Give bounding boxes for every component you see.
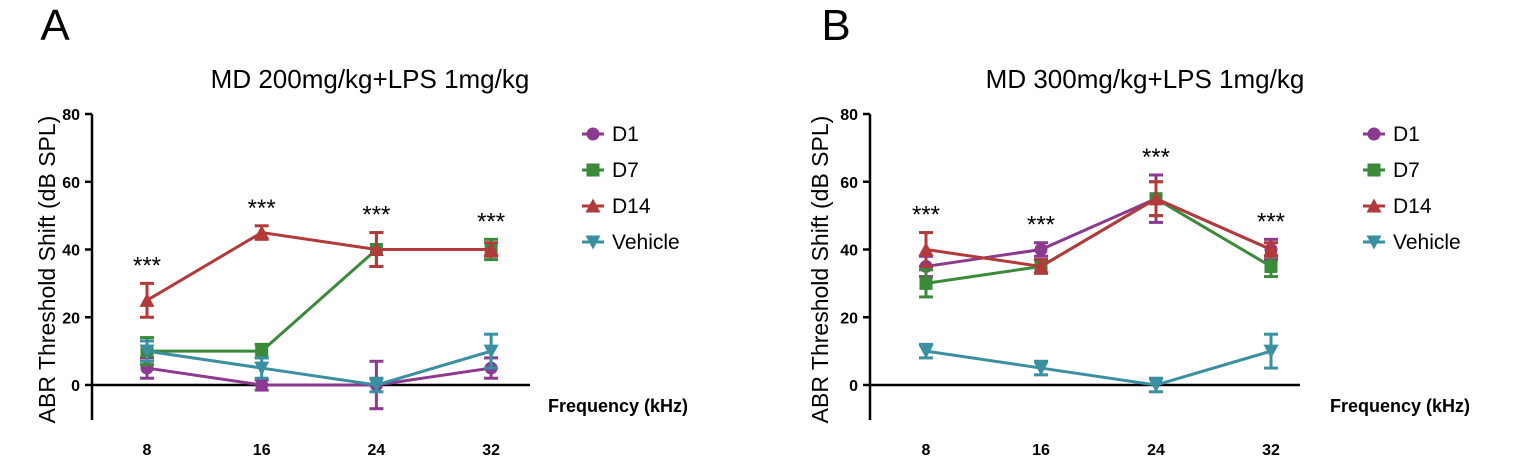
data-point [918, 242, 934, 256]
x-tick-label: 16 [253, 442, 271, 459]
data-point [483, 242, 499, 256]
legend-marker [586, 163, 600, 177]
series-line [925, 197, 1272, 268]
legend-item-d7: D7 [1363, 159, 1420, 182]
legend-item-vehicle: Vehicle [1363, 231, 1461, 254]
series-d1 [140, 356, 499, 411]
y-axis-label: ABR Threshold Shift (dB SPL) [34, 116, 60, 424]
legend-marker [585, 198, 601, 213]
significance-marker: *** [1142, 144, 1170, 171]
data-point [918, 344, 934, 359]
x-axis-label: Frequency (kHz) [1330, 396, 1470, 416]
data-point [368, 242, 384, 256]
significance-marker: *** [477, 208, 505, 235]
series-vehicle [918, 332, 1279, 394]
legend-label: Vehicle [1393, 231, 1461, 254]
legend-label: D14 [1393, 195, 1432, 218]
data-point [1148, 191, 1164, 206]
data-point [254, 361, 270, 376]
legend-item-d14: D14 [582, 195, 651, 218]
legend-marker [585, 235, 601, 250]
panel-B: B MD 300mg/kg+LPS 1mg/kg ABR Threshold Shi… [807, 1, 1470, 459]
legend: D1 D7 D14 Vehicle [582, 123, 680, 254]
series-vehicle [139, 332, 499, 394]
legend-item-d1: D1 [1363, 123, 1420, 146]
legend-item-d1: D1 [582, 123, 639, 146]
data-point [1263, 344, 1279, 359]
x-axis-label: Frequency (kHz) [548, 396, 688, 416]
panel-letter: A [40, 1, 70, 50]
data-point [1263, 242, 1279, 256]
significance-marker: *** [1257, 208, 1285, 235]
x-tick-label: 16 [1032, 442, 1050, 459]
significance-marker: *** [133, 252, 161, 279]
x-tick-label: 8 [143, 442, 152, 459]
chart-title: MD 200mg/kg+LPS 1mg/kg [211, 64, 530, 94]
series-line [146, 349, 492, 387]
legend-label: Vehicle [612, 231, 680, 254]
legend-label: D14 [612, 195, 651, 218]
legend-marker [586, 127, 600, 141]
data-point [919, 276, 933, 290]
y-tick-label: 80 [62, 107, 80, 124]
series-d7 [919, 180, 1278, 299]
series-line [925, 196, 1272, 285]
series-d14 [918, 180, 1279, 275]
chart-title: MD 300mg/kg+LPS 1mg/kg [986, 64, 1305, 94]
x-tick-label: 32 [1262, 442, 1280, 459]
legend: D1 D7 D14 Vehicle [1363, 123, 1461, 254]
legend-marker [1367, 127, 1381, 141]
y-tick-label: 40 [840, 243, 858, 260]
data-point [1264, 259, 1278, 273]
significance-marker: *** [362, 202, 390, 229]
significance-marker: *** [248, 195, 276, 222]
significance-marker: *** [912, 202, 940, 229]
significance-marker: *** [1027, 212, 1055, 239]
series-line [147, 248, 492, 353]
panel-letter: B [821, 1, 850, 50]
legend-item-d14: D14 [1363, 195, 1432, 218]
x-tick-label: 24 [1147, 442, 1165, 459]
data-point [254, 225, 270, 240]
y-tick-label: 80 [840, 107, 858, 124]
legend-marker [1366, 198, 1382, 213]
data-point [255, 344, 269, 358]
panel-A: A MD 200mg/kg+LPS 1mg/kg ABR Threshold Shi… [34, 1, 688, 459]
data-point [368, 378, 384, 393]
y-tick-label: 20 [840, 310, 858, 327]
legend-label: D1 [612, 123, 639, 146]
y-tick-label: 60 [840, 175, 858, 192]
data-point [1033, 258, 1049, 273]
data-point [139, 292, 155, 307]
y-tick-label: 0 [849, 378, 858, 395]
legend-marker [1367, 163, 1381, 177]
y-tick-label: 0 [71, 378, 80, 395]
x-tick-label: 8 [922, 442, 931, 459]
legend-label: D7 [1393, 159, 1420, 182]
y-tick-label: 20 [62, 310, 80, 327]
series-d14 [139, 224, 499, 319]
x-tick-label: 32 [482, 442, 500, 459]
series-d1 [919, 173, 1278, 279]
legend-label: D7 [612, 159, 639, 182]
data-point [1033, 361, 1049, 376]
legend-item-d7: D7 [582, 159, 639, 182]
data-point [255, 378, 269, 392]
x-tick-label: 24 [368, 442, 386, 459]
legend-item-vehicle: Vehicle [582, 231, 680, 254]
series-line [925, 349, 1272, 387]
data-point [1034, 243, 1048, 256]
data-point [1148, 378, 1164, 393]
data-point [139, 344, 155, 359]
data-point [483, 344, 499, 359]
series-line [146, 231, 492, 302]
legend-marker [1366, 235, 1382, 250]
series-line [146, 366, 492, 387]
legend-label: D1 [1393, 123, 1420, 146]
y-tick-label: 40 [62, 243, 80, 260]
series-d7 [140, 231, 499, 367]
y-axis-label: ABR Threshold Shift (dB SPL) [807, 116, 833, 424]
y-tick-label: 60 [62, 175, 80, 192]
